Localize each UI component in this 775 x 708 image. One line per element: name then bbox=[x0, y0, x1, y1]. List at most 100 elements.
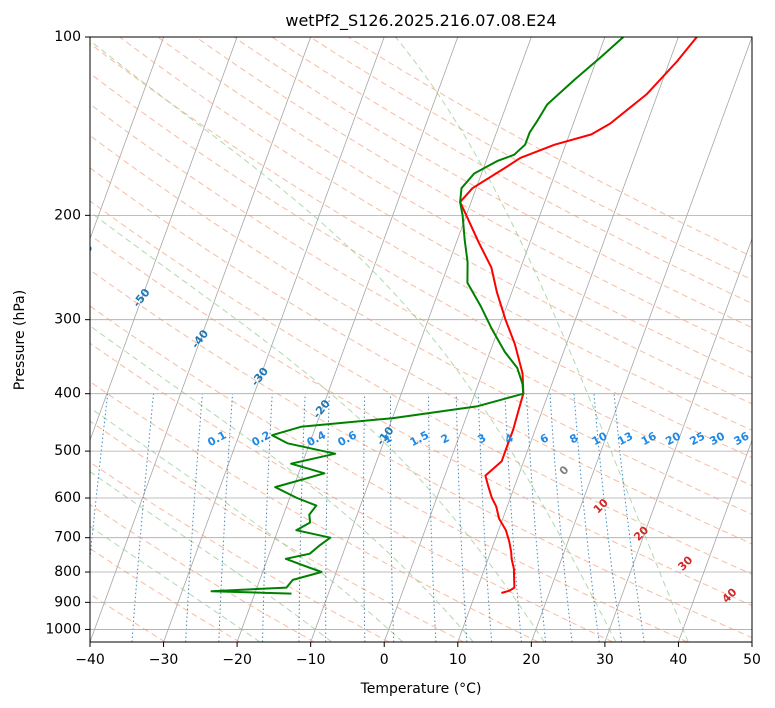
moist-adiabat-line bbox=[90, 471, 332, 642]
dry-adiabat-line bbox=[195, 37, 752, 353]
moist-adiabat-label: 0 bbox=[557, 463, 572, 478]
dry-adiabat-line bbox=[90, 103, 752, 487]
isotherm-line bbox=[90, 37, 238, 442]
mixing-ratio-line bbox=[131, 393, 155, 642]
mixing-ratio-label: 10 bbox=[590, 429, 610, 448]
dry-adiabat-line bbox=[90, 342, 613, 642]
isotherm-label: -40 bbox=[189, 327, 212, 351]
isotherm-label: -70 bbox=[16, 195, 39, 219]
x-tick-label: −40 bbox=[75, 652, 105, 668]
pressure-grid bbox=[90, 37, 752, 630]
dry-adiabat-line bbox=[90, 234, 752, 607]
dry-adiabat-line bbox=[90, 461, 390, 642]
moist-adiabat-line bbox=[395, 37, 689, 642]
moist-adiabat-line bbox=[90, 325, 474, 642]
y-tick-label: 500 bbox=[54, 443, 81, 459]
isotherm-line bbox=[751, 640, 752, 642]
mixing-ratio-line bbox=[389, 393, 395, 642]
dry-adiabat-line bbox=[90, 167, 752, 545]
y-tick-label: 200 bbox=[54, 207, 81, 223]
dry-adiabat-line bbox=[119, 37, 752, 405]
moist-adiabat-line bbox=[90, 39, 617, 642]
moist-adiabat-label: 20 bbox=[631, 523, 651, 543]
dry-adiabat-line bbox=[348, 37, 752, 258]
dry-adiabat-line bbox=[157, 37, 752, 379]
dry-adiabat-line bbox=[90, 134, 752, 515]
temperature-profile-line bbox=[459, 37, 698, 594]
moist-adiabat-line bbox=[90, 525, 261, 642]
x-tick-label: −30 bbox=[149, 652, 179, 668]
dry-adiabats bbox=[90, 37, 752, 642]
moist-adiabat-line bbox=[90, 211, 545, 642]
profile-series bbox=[210, 37, 698, 595]
dewpoint-profile-line bbox=[210, 37, 624, 595]
y-tick-label: 100 bbox=[54, 29, 81, 45]
mixing-ratio-label: 2 bbox=[439, 431, 452, 446]
y-tick-label: 700 bbox=[54, 530, 81, 546]
isotherm-line bbox=[163, 37, 385, 642]
moist-adiabat-line bbox=[90, 407, 403, 642]
mixing-ratio-line bbox=[298, 393, 306, 642]
y-axis-label: Pressure (hPa) bbox=[12, 290, 28, 390]
y-tick-label: 900 bbox=[54, 594, 81, 610]
moist-adiabat-label: 10 bbox=[591, 496, 611, 516]
y-tick-label: 600 bbox=[54, 490, 81, 506]
mixing-ratio-label: 30 bbox=[707, 429, 727, 448]
isotherm-line bbox=[90, 37, 164, 240]
mixing-ratio-line bbox=[504, 393, 522, 642]
x-tick-label: −20 bbox=[222, 652, 252, 668]
mixing-ratio-label: 25 bbox=[688, 429, 708, 448]
x-tick-label: 10 bbox=[449, 652, 467, 668]
x-tick-label: −10 bbox=[296, 652, 326, 668]
y-tick-label: 1000 bbox=[45, 621, 81, 637]
y-axis-ticks: 100 200 300 400 500 600 700 800 900 1000 bbox=[45, 29, 90, 637]
mixing-ratio-line bbox=[455, 393, 468, 642]
y-tick-label: 300 bbox=[54, 312, 81, 328]
dry-adiabat-line bbox=[90, 503, 315, 642]
dry-adiabat-line bbox=[233, 37, 752, 329]
dry-adiabat-line bbox=[90, 72, 752, 459]
isotherm-line bbox=[310, 37, 532, 642]
mixing-ratio-line bbox=[477, 393, 493, 642]
mixing-ratio-line bbox=[526, 393, 547, 642]
x-tick-label: 20 bbox=[522, 652, 540, 668]
x-axis-ticks: −40 −30 −20 −10 0 10 20 30 40 50 bbox=[75, 642, 761, 668]
mixing-ratio-label: 36 bbox=[732, 429, 752, 448]
x-tick-label: 0 bbox=[380, 652, 389, 668]
mixing-ratio-line bbox=[549, 393, 573, 642]
isotherm-label: -30 bbox=[249, 365, 272, 389]
isotherm-line bbox=[678, 439, 752, 642]
x-tick-label: 40 bbox=[670, 652, 688, 668]
mixing-ratio-line bbox=[325, 393, 330, 642]
mixing-ratio-label: 16 bbox=[639, 429, 659, 448]
mixing-ratio-line bbox=[185, 393, 203, 642]
mixing-ratio-line bbox=[593, 393, 623, 642]
dry-adiabat-line bbox=[90, 42, 752, 431]
y-tick-label: 800 bbox=[54, 564, 81, 580]
dry-adiabat-line bbox=[309, 37, 752, 281]
dry-adiabat-line bbox=[90, 420, 464, 642]
mixing-ratio-line bbox=[613, 393, 645, 642]
isotherm-line bbox=[530, 37, 752, 642]
mixing-ratio-label: 3 bbox=[475, 431, 488, 446]
mixing-ratio-line bbox=[218, 393, 234, 642]
dry-adiabat-line bbox=[271, 37, 752, 304]
x-tick-label: 50 bbox=[743, 652, 761, 668]
isotherm-line bbox=[604, 237, 752, 642]
mixing-ratio-label: 0.1 bbox=[205, 428, 228, 449]
mixing-ratio-label: 13 bbox=[616, 429, 636, 448]
isotherm-label: -20 bbox=[310, 397, 333, 421]
moist-adiabats bbox=[90, 37, 689, 642]
isotherm-line bbox=[383, 37, 606, 642]
mixing-ratio-label: 0.4 bbox=[305, 428, 329, 449]
mixing-ratio-line bbox=[573, 393, 600, 642]
mixing-ratio-line bbox=[363, 393, 366, 642]
isotherm-label: -50 bbox=[130, 286, 153, 310]
isotherm-line bbox=[457, 37, 679, 642]
mixing-ratio-label: 8 bbox=[567, 431, 580, 446]
isotherm-label: -60 bbox=[73, 241, 96, 265]
isopleth-labels: -100-90-80-70-60-50-40-30-20-100.10.20.4… bbox=[16, 195, 752, 606]
mixing-ratio-line bbox=[427, 393, 437, 642]
chart-title: wetPf2_S126.2025.216.07.08.E24 bbox=[285, 11, 556, 31]
